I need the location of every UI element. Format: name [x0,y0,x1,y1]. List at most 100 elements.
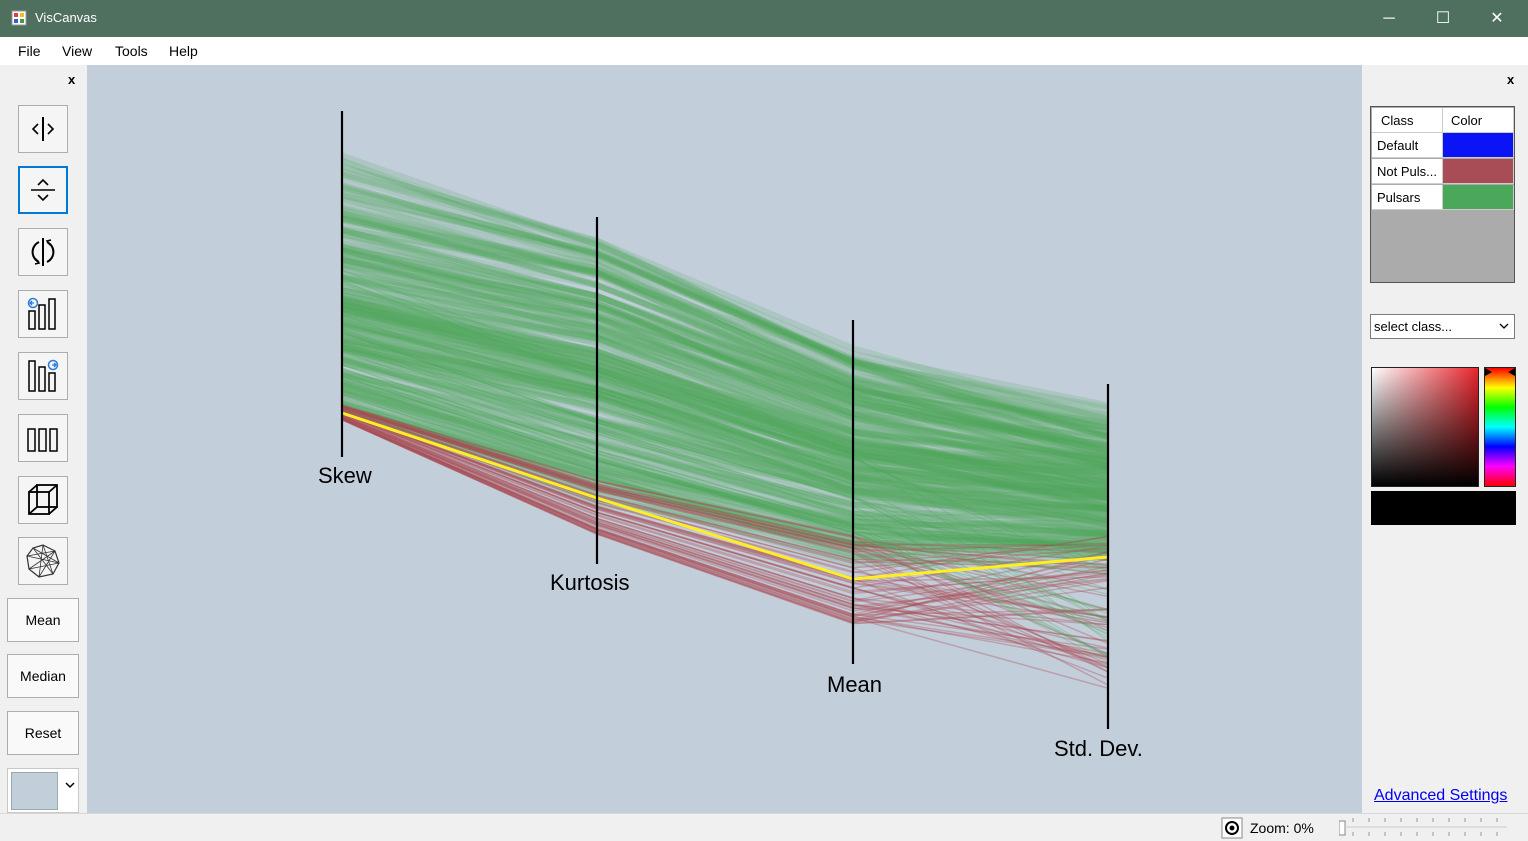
data-line [341,374,1109,658]
data-line [341,232,1109,469]
data-line [341,389,1109,562]
data-line [341,338,1109,528]
data-line [341,411,1109,618]
zoom-slider[interactable] [1338,818,1509,838]
data-line [341,182,1109,440]
color-saturation-picker[interactable] [1371,367,1479,487]
data-line [341,261,1109,454]
mean-button[interactable]: Mean [7,598,79,642]
data-line [341,337,1109,496]
data-line [341,382,1109,556]
radial-network-button[interactable] [18,537,68,585]
table-row[interactable]: Pulsars [1372,185,1514,211]
add-left-axis-button[interactable] [18,290,68,338]
data-line [341,413,1109,593]
horizontal-move-button[interactable] [18,105,68,153]
class-color-cell[interactable] [1443,185,1514,210]
invert-axis-button[interactable] [18,228,68,276]
left-panel-close-button[interactable]: x [68,72,76,87]
three-bars-button[interactable] [18,414,68,462]
close-button[interactable]: ✕ [1490,10,1504,27]
status-bar: Zoom: 0% [0,813,1528,841]
data-line [341,219,1109,447]
table-row[interactable]: Not Puls... [1372,159,1514,185]
data-line [341,295,1109,500]
data-line [341,242,1109,451]
menu-help[interactable]: Help [169,43,198,59]
data-line [341,250,1109,461]
data-line [341,416,1109,610]
data-line [341,301,1109,472]
data-line [341,339,1109,495]
data-line [341,299,1109,504]
data-line [341,226,1109,454]
data-line [341,406,1109,575]
data-line [341,301,1109,487]
data-line [341,408,1109,565]
data-line [341,243,1109,454]
data-line [341,367,1109,518]
class-name-cell[interactable]: Default [1372,133,1443,158]
chevron-down-icon [1499,323,1509,329]
menu-view[interactable]: View [62,43,93,59]
data-line [341,343,1109,525]
color-preview [1371,491,1516,525]
class-color-cell[interactable] [1443,133,1514,158]
select-class-dropdown[interactable]: select class... [1370,314,1515,339]
data-line [341,313,1109,476]
vertical-move-button[interactable] [18,166,68,214]
menu-tools[interactable]: Tools [115,43,148,59]
class-color-cell[interactable] [1443,159,1514,184]
data-line [341,333,1109,513]
data-line [341,364,1109,548]
median-button[interactable]: Median [7,654,79,698]
table-row[interactable]: Default [1372,133,1514,159]
data-line [341,308,1109,482]
data-line [341,356,1109,516]
data-line [341,235,1109,435]
data-line [341,319,1109,484]
data-line [341,313,1109,505]
data-line [341,336,1109,498]
data-line [341,393,1109,611]
data-line [341,344,1109,501]
data-line [341,416,1109,626]
background-color-picker[interactable] [7,768,79,813]
data-line [341,405,1109,544]
data-line [341,276,1109,642]
add-right-axis-button[interactable] [18,352,68,400]
data-line [341,210,1109,460]
menu-file[interactable]: File [18,43,41,59]
visualization-canvas[interactable]: Skew Kurtosis Mean Std. Dev. [87,65,1362,813]
data-line [341,418,1109,623]
minimize-button[interactable]: ─ [1383,10,1395,27]
data-line [341,285,1109,496]
advanced-settings-link[interactable]: Advanced Settings [1374,787,1508,804]
reset-button[interactable]: Reset [7,711,79,755]
data-line [341,301,1109,485]
data-line [341,226,1109,440]
data-line [341,281,1109,578]
data-line [341,297,1109,483]
right-panel-close-button[interactable]: x [1507,72,1515,87]
data-line [341,411,1109,582]
data-line [341,359,1109,529]
data-line [341,297,1109,502]
data-line [341,403,1109,562]
class-color-table: Class Color Default Not Puls... Pulsars [1370,106,1515,283]
add-right-axis-icon [28,359,59,392]
zoom-reset-icon[interactable] [1221,817,1243,839]
hue-slider[interactable] [1484,367,1516,487]
data-line [341,331,1109,514]
data-line [341,313,1109,622]
class-name-cell[interactable]: Not Puls... [1372,159,1443,184]
class-name-cell[interactable]: Pulsars [1372,185,1443,210]
data-line [341,301,1109,471]
cube-button[interactable] [18,476,68,524]
maximize-button[interactable]: ☐ [1435,10,1451,27]
data-line [341,309,1109,492]
data-line [341,404,1109,645]
data-line [341,375,1109,634]
data-line [341,417,1109,650]
data-line [341,406,1109,632]
